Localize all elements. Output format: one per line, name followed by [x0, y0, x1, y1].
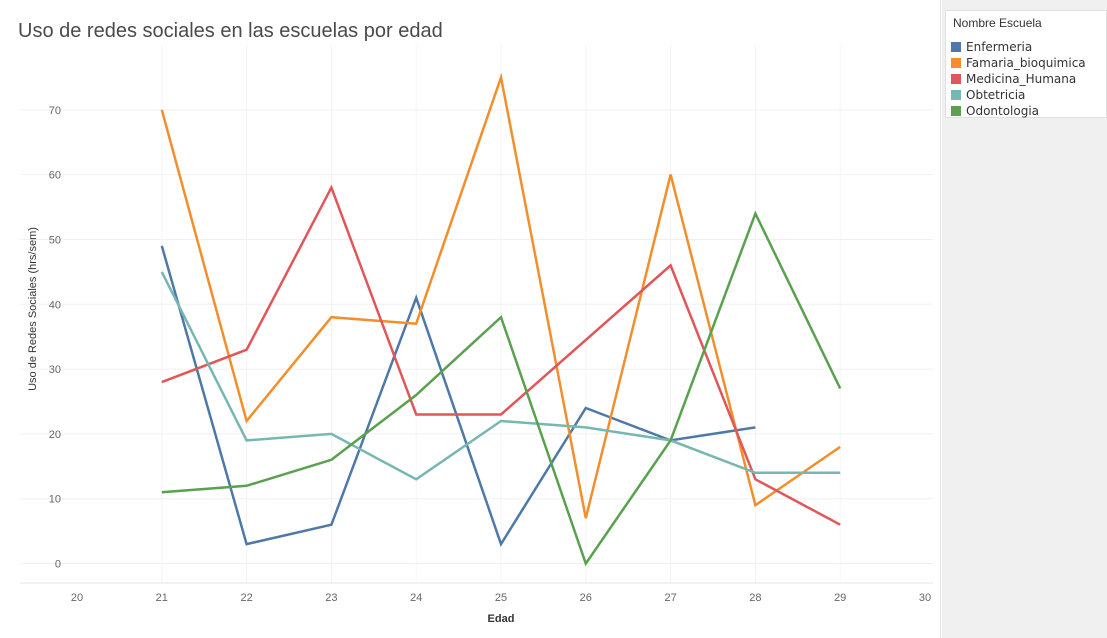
- legend-label: Odontologia: [966, 104, 1040, 118]
- x-tick-label: 22: [240, 592, 252, 604]
- legend-swatch: [951, 74, 961, 84]
- legend-swatch: [951, 90, 961, 100]
- y-tick-label: 40: [49, 299, 61, 311]
- legend-swatch: [951, 42, 961, 52]
- x-tick-label: 29: [834, 592, 846, 604]
- x-tick-label: 26: [580, 592, 592, 604]
- x-tick-label: 21: [156, 592, 168, 604]
- legend-item[interactable]: Famaria_bioquimica: [951, 55, 1086, 71]
- x-tick-label: 30: [919, 592, 931, 604]
- x-tick-label: 25: [495, 592, 507, 604]
- series-line-enfermeria: [160, 245, 756, 547]
- legend-item[interactable]: Enfermeria: [951, 39, 1086, 55]
- series-line-odontologia: [161, 210, 842, 567]
- series-line-famaria-bioquimica: [160, 72, 841, 519]
- legend-label: Obtetricia: [966, 88, 1026, 102]
- line-chart: 0 10 20 30 40 50 60 70 20 21 22 23 24 25 26 27 28 29 30 Eda…: [20, 45, 933, 625]
- legend-items: Enfermeria Famaria_bioquimica Medicina_Hum…: [951, 39, 1086, 119]
- y-tick-label: 10: [49, 494, 61, 506]
- legend-item[interactable]: Obtetricia: [951, 87, 1086, 103]
- series-line-obtetricia: [160, 271, 841, 481]
- x-axis-title: Edad: [488, 613, 515, 625]
- legend-swatch: [951, 58, 961, 68]
- viz-area: Uso de redes sociales en las escuelas po…: [18, 0, 941, 638]
- y-tick-label: 70: [49, 105, 61, 117]
- series-line-medicina-humana: [161, 184, 841, 526]
- chart-title: Uso de redes sociales en las escuelas po…: [18, 20, 443, 42]
- y-axis-title: Uso de Redes Sociales (hrs/sem): [27, 227, 39, 391]
- legend[interactable]: Nombre Escuela Enfermeria Famaria_bioquim…: [945, 10, 1107, 118]
- x-tick-label: 27: [664, 592, 676, 604]
- legend-label: Famaria_bioquimica: [966, 56, 1086, 70]
- y-tick-label: 0: [55, 559, 61, 571]
- y-tick-label: 30: [49, 364, 61, 376]
- y-tick-label: 20: [49, 429, 61, 441]
- legend-title: Nombre Escuela: [953, 16, 1042, 30]
- legend-item[interactable]: Medicina_Humana: [951, 71, 1086, 87]
- legend-swatch: [951, 106, 961, 116]
- x-tick-label: 28: [749, 592, 761, 604]
- legend-label: Enfermeria: [966, 40, 1033, 54]
- legend-item[interactable]: Odontologia: [951, 103, 1086, 119]
- x-tick-label: 23: [325, 592, 337, 604]
- legend-label: Medicina_Humana: [966, 72, 1077, 86]
- x-tick-label: 20: [71, 592, 83, 604]
- x-tick-label: 24: [410, 592, 422, 604]
- y-tick-label: 50: [49, 234, 61, 246]
- y-tick-label: 60: [49, 170, 61, 182]
